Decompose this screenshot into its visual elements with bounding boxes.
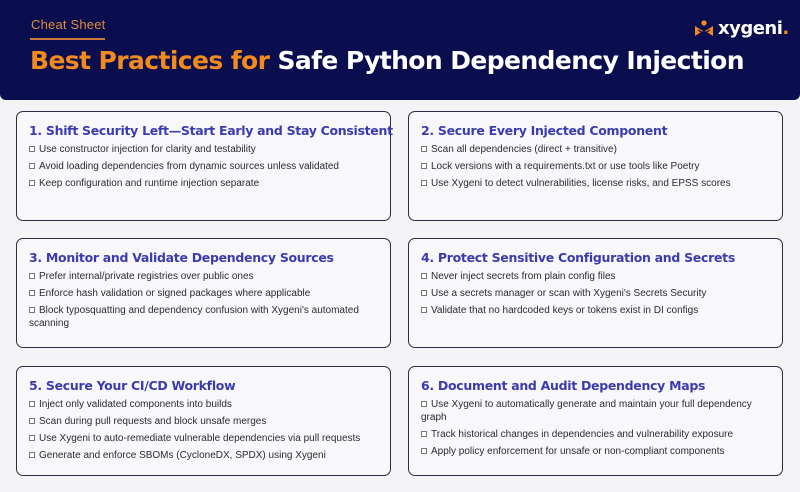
page-title-accent: Best Practices for bbox=[30, 46, 270, 75]
checkbox-icon bbox=[29, 435, 35, 441]
checkbox-icon bbox=[421, 431, 427, 437]
list-item: Avoid loading dependencies from dynamic … bbox=[29, 160, 378, 173]
list-item: Use a secrets manager or scan with Xygen… bbox=[421, 287, 770, 300]
checklist: Inject only validated components into bu… bbox=[29, 398, 378, 462]
list-item: Scan all dependencies (direct + transiti… bbox=[421, 143, 770, 156]
list-item: Use Xygeni to detect vulnerabilities, li… bbox=[421, 177, 770, 190]
xygeni-logo-icon bbox=[695, 19, 713, 36]
checkbox-icon bbox=[29, 418, 35, 424]
card-protect-secrets: 4. Protect Sensitive Configuration and S… bbox=[408, 238, 783, 348]
eyebrow-divider bbox=[30, 38, 105, 40]
logo-wordmark: xygeni. bbox=[718, 18, 789, 39]
list-item: Prefer internal/private registries over … bbox=[29, 270, 378, 283]
list-item: Track historical changes in dependencies… bbox=[421, 428, 770, 441]
checkbox-icon bbox=[421, 180, 427, 186]
checkbox-icon bbox=[29, 163, 35, 169]
card-secure-cicd-workflow: 5. Secure Your CI/CD Workflow Inject onl… bbox=[16, 366, 391, 476]
list-item: Generate and enforce SBOMs (CycloneDX, S… bbox=[29, 449, 378, 462]
checkbox-icon bbox=[421, 146, 427, 152]
checkbox-icon bbox=[421, 307, 427, 313]
xygeni-logo: xygeni. bbox=[694, 18, 789, 39]
checkbox-icon bbox=[421, 273, 427, 279]
list-item: Scan during pull requests and block unsa… bbox=[29, 415, 378, 428]
list-item: Apply policy enforcement for unsafe or n… bbox=[421, 445, 770, 458]
header-banner: Cheat Sheet Best Practices for Safe Pyth… bbox=[0, 0, 800, 100]
list-item: Validate that no hardcoded keys or token… bbox=[421, 304, 770, 317]
checkbox-icon bbox=[421, 448, 427, 454]
list-item: Use Xygeni to automatically generate and… bbox=[421, 399, 752, 423]
checkbox-icon bbox=[29, 307, 35, 313]
checkbox-icon bbox=[29, 452, 35, 458]
list-item: Enforce hash validation or signed packag… bbox=[29, 287, 378, 300]
checkbox-icon bbox=[29, 401, 35, 407]
list-item: Inject only validated components into bu… bbox=[29, 398, 378, 411]
list-item: Keep configuration and runtime injection… bbox=[29, 177, 378, 190]
card-title: 3. Monitor and Validate Dependency Sourc… bbox=[29, 250, 334, 265]
card-title: 1. Shift Security Left—Start Early and S… bbox=[29, 123, 393, 138]
checklist: Use constructor injection for clarity an… bbox=[29, 143, 378, 190]
list-item: Use Xygeni to auto-remediate vulnerable … bbox=[29, 432, 378, 445]
card-title: 4. Protect Sensitive Configuration and S… bbox=[421, 250, 735, 265]
checklist: Use Xygeni to automatically generate and… bbox=[421, 398, 770, 458]
card-title: 6. Document and Audit Dependency Maps bbox=[421, 378, 706, 393]
card-monitor-dependency-sources: 3. Monitor and Validate Dependency Sourc… bbox=[16, 238, 391, 348]
list-item: Use constructor injection for clarity an… bbox=[29, 143, 378, 156]
page-title-main: Safe Python Dependency Injection bbox=[277, 46, 744, 75]
checkbox-icon bbox=[29, 146, 35, 152]
card-title: 2. Secure Every Injected Component bbox=[421, 123, 668, 138]
eyebrow-label: Cheat Sheet bbox=[31, 17, 106, 32]
page-title: Best Practices for Safe Python Dependenc… bbox=[30, 46, 745, 75]
checklist: Prefer internal/private registries over … bbox=[29, 270, 378, 330]
card-shift-security-left: 1. Shift Security Left—Start Early and S… bbox=[16, 111, 393, 221]
checklist: Scan all dependencies (direct + transiti… bbox=[421, 143, 770, 190]
card-document-dependency-maps: 6. Document and Audit Dependency Maps Us… bbox=[408, 366, 783, 476]
card-title: 5. Secure Your CI/CD Workflow bbox=[29, 378, 236, 393]
checkbox-icon bbox=[29, 273, 35, 279]
checkbox-icon bbox=[421, 290, 427, 296]
checkbox-icon bbox=[29, 290, 35, 296]
card-secure-injected-components: 2. Secure Every Injected Component Scan … bbox=[408, 111, 783, 221]
checkbox-icon bbox=[421, 163, 427, 169]
list-item: Never inject secrets from plain config f… bbox=[421, 270, 770, 283]
checkbox-icon bbox=[421, 401, 427, 407]
checkbox-icon bbox=[29, 180, 35, 186]
list-item: Block typosquatting and dependency confu… bbox=[29, 305, 359, 329]
list-item: Lock versions with a requirements.txt or… bbox=[421, 160, 770, 173]
checklist: Never inject secrets from plain config f… bbox=[421, 270, 770, 317]
